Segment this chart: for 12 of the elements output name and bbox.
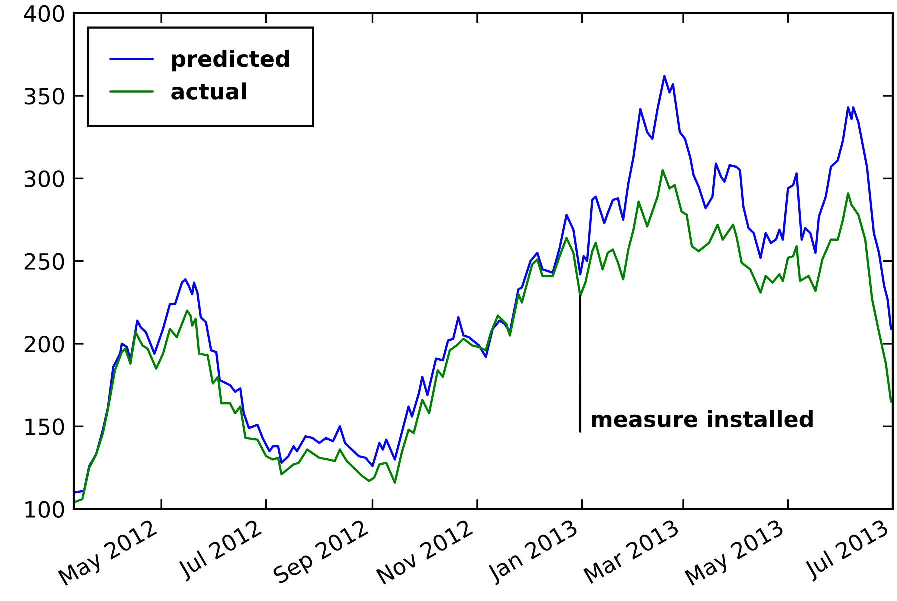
legend-label: actual bbox=[172, 82, 246, 100]
y-tick-label: 150 bbox=[26, 418, 64, 436]
y-tick-label: 400 bbox=[24, 5, 64, 22]
legend-label: predicted bbox=[172, 50, 290, 72]
line-series bbox=[74, 169, 892, 504]
y-tick-label: 250 bbox=[24, 253, 64, 270]
annotation: measure installed bbox=[592, 410, 813, 428]
y-tick-label: 300 bbox=[24, 170, 64, 188]
line-series bbox=[74, 75, 892, 494]
y-tick-label: 200 bbox=[24, 336, 64, 353]
y-tick-label: 350 bbox=[24, 88, 64, 105]
y-tick-label: 100 bbox=[26, 501, 64, 518]
